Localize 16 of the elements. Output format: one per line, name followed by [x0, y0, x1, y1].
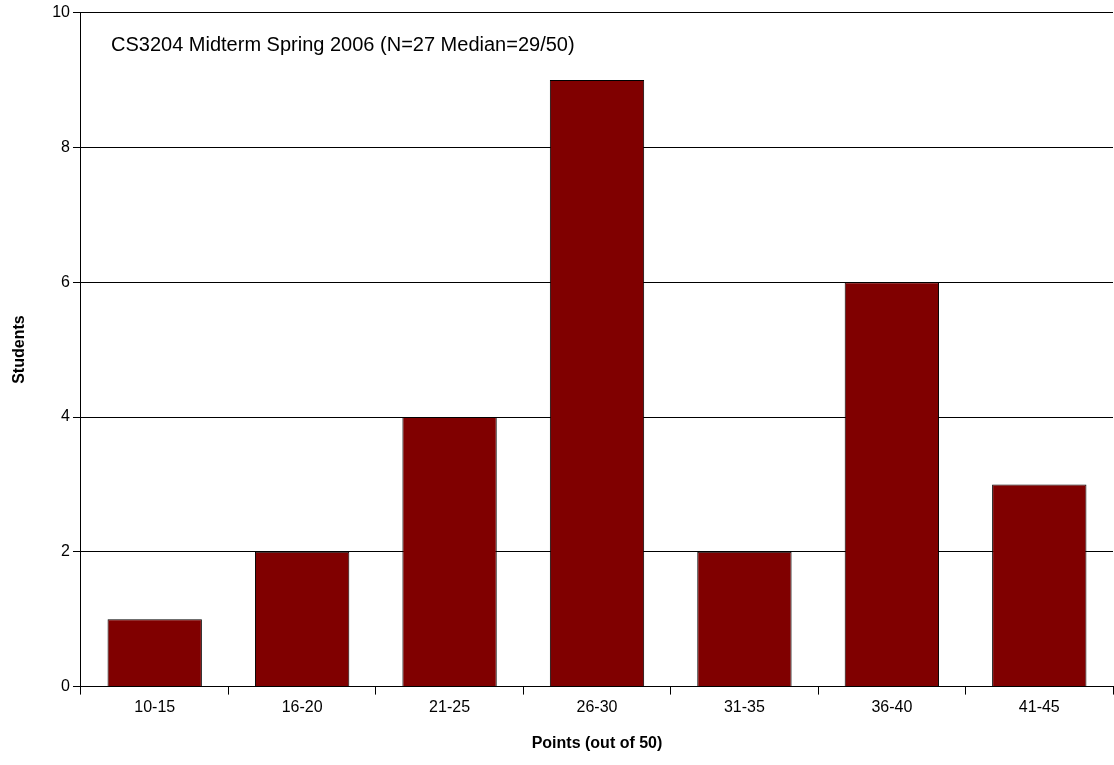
y-tick-label: 0: [61, 677, 71, 695]
x-tick-label: 21-25: [429, 697, 471, 715]
y-tick-label: 10: [52, 3, 71, 21]
x-tick-label: 16-20: [281, 697, 323, 715]
x-tick-label: 10-15: [134, 697, 176, 715]
y-tick-label: 2: [61, 542, 71, 560]
x-tick-label: 26-30: [576, 697, 618, 715]
y-tick-label: 8: [61, 137, 71, 155]
y-axis-title: Students: [10, 315, 28, 384]
x-tick-label: 36-40: [871, 697, 913, 715]
x-tick-label: 41-45: [1018, 697, 1060, 715]
y-tick-label: 4: [61, 407, 71, 425]
text: CS3204 Midterm Spring 2006 (N=27 Median=29/50): [111, 33, 575, 56]
x-axis-title: Points (out of 50): [531, 733, 663, 751]
y-tick-label: 6: [61, 272, 71, 290]
x-tick-label: 31-35: [723, 697, 765, 715]
